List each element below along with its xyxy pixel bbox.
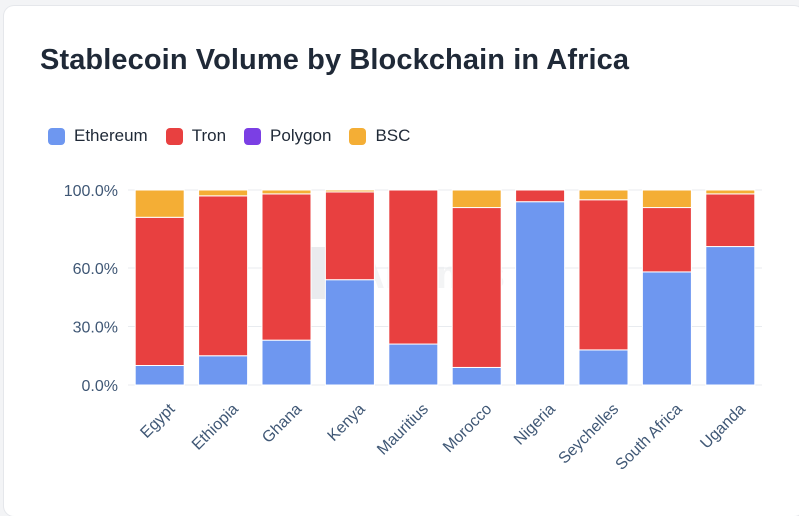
x-tick-label: Mauritius <box>374 401 432 459</box>
bar-segment-bsc <box>324 189 375 193</box>
bar-segment-tron <box>451 207 502 368</box>
bar-segment-bsc <box>641 189 692 209</box>
bar-segment-ethereum <box>324 279 375 386</box>
legend-item-tron[interactable]: Tron <box>165 126 227 146</box>
bar-segment-tron <box>198 195 249 357</box>
bar-segment-bsc <box>198 189 249 197</box>
chart-title: Stablecoin Volume by Blockchain in Afric… <box>40 44 630 76</box>
bar-segment-bsc <box>451 189 502 209</box>
x-tick-label: Nigeria <box>511 401 559 449</box>
legend-label: Tron <box>191 126 227 145</box>
legend-label: BSC <box>375 126 411 145</box>
bar-segment-ethereum <box>578 349 629 386</box>
bar-segment-bsc <box>134 189 185 218</box>
bar-segment-bsc <box>578 189 629 201</box>
bar-segment-ethereum <box>261 339 312 386</box>
y-tick-label: 0.0% <box>82 378 118 395</box>
x-tick-label: Kenya <box>325 401 369 445</box>
x-tick-label: Uganda <box>697 401 749 453</box>
legend-swatch <box>165 127 183 145</box>
legend-swatch <box>349 127 367 145</box>
legend-swatch <box>244 127 262 145</box>
bar-segment-tron <box>324 191 375 281</box>
legend-swatch <box>48 127 65 145</box>
x-tick-label: Morocco <box>440 401 495 456</box>
legend-item-bsc[interactable]: BSC <box>349 126 410 146</box>
y-tick-label: 30.0% <box>73 320 118 337</box>
bar-segment-ethereum <box>451 366 502 386</box>
x-tick-label: Ethiopia <box>189 401 242 454</box>
y-tick-label: 60.0% <box>73 261 118 278</box>
bar-segment-ethereum <box>134 365 185 386</box>
bar-segment-bsc <box>261 189 312 195</box>
bar-segment-tron <box>705 193 756 248</box>
x-tick-label: South Africa <box>613 401 686 474</box>
legend-item-polygon[interactable]: Polygon <box>244 126 331 146</box>
bar-segment-tron <box>388 189 439 345</box>
x-tick-label: Egypt <box>137 400 178 441</box>
bar-segment-tron <box>134 216 185 366</box>
x-tick-label: Seychelles <box>556 401 623 468</box>
bar-segment-tron <box>515 189 566 203</box>
bar-segment-ethereum <box>515 201 566 386</box>
bar-segment-ethereum <box>641 271 692 386</box>
y-tick-label: 100.0% <box>64 183 118 200</box>
legend-label: Polygon <box>270 126 332 145</box>
bar-segment-tron <box>261 193 312 341</box>
bar-segment-tron <box>578 199 629 351</box>
bar-segment-ethereum <box>388 343 439 386</box>
bar-segment-ethereum <box>198 355 249 386</box>
bar-segment-tron <box>641 207 692 273</box>
bar-segment-bsc <box>705 189 756 195</box>
chart-legend: Ethereum Tron Polygon BSC <box>48 126 428 146</box>
stacked-bar-chart: Artemis0.0%30.0%60.0%100.0%EgyptEthiopia… <box>64 183 762 474</box>
legend-label: Ethereum <box>74 126 148 145</box>
bar-segment-ethereum <box>705 246 756 386</box>
x-tick-label: Ghana <box>259 401 305 447</box>
legend-item-ethereum[interactable]: Ethereum <box>48 126 148 146</box>
